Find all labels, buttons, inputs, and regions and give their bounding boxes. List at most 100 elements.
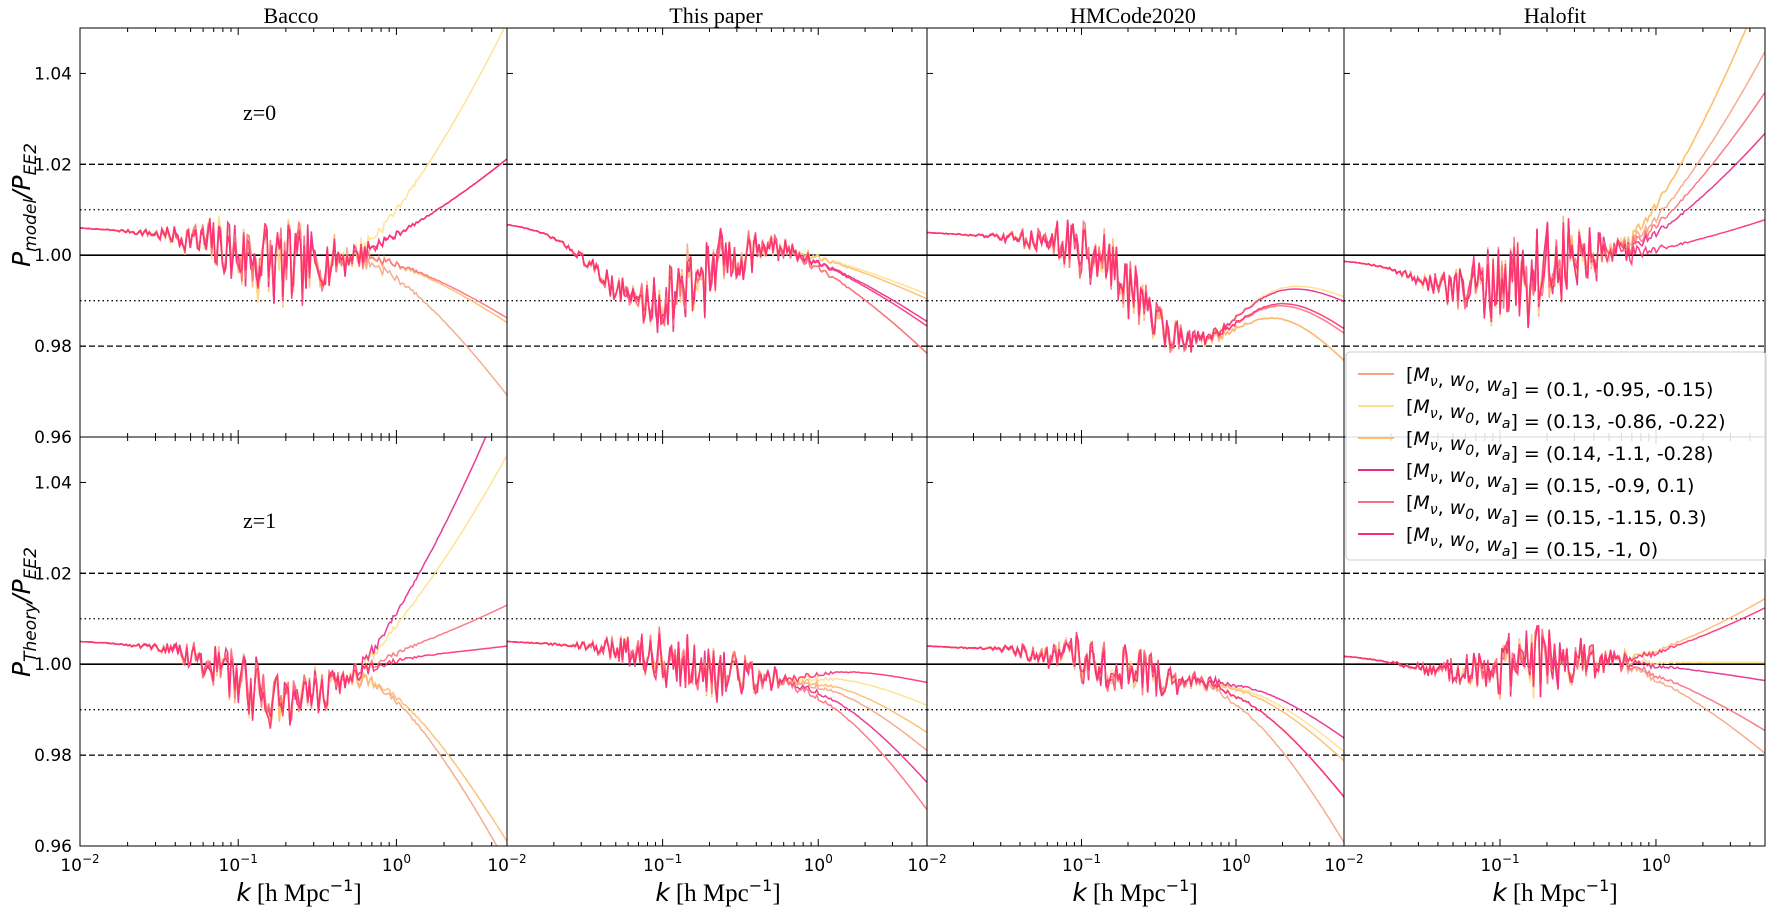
legend-frame [1345,351,1767,561]
xlabel-k: k [655,878,671,907]
series-group [507,223,927,354]
legend-text-part: ] = [1510,379,1545,401]
legend-text-part: w [1450,433,1466,455]
legend-text-part: , [1474,374,1486,396]
series-line-5 [1344,92,1765,328]
x-tick-exponent: 0 [825,852,833,866]
series-group [1344,28,1765,328]
x-tick-label: 100 [1641,852,1670,876]
legend-text-part: w [1486,406,1502,428]
y-tick-label: 1.00 [34,655,72,675]
legend-text-part: ν [1430,470,1438,486]
x-tick-exponent: −2 [82,852,100,866]
legend-text-part: ν [1430,406,1438,422]
series-line-6 [80,640,507,729]
x-tick-label: 10−1 [643,852,682,876]
series-line-1 [80,217,507,396]
x-tick-label: 10−1 [1062,852,1101,876]
series-line-6 [927,219,1344,352]
column-title-this-paper: This paper [669,3,763,28]
legend-text-part: ] = [1510,475,1545,497]
legend-text-part: [ [1406,428,1413,450]
x-tick-label: 100 [382,852,411,876]
legend-text-part: M [1413,460,1429,482]
legend-entry-2: [Mν, w0, wa] = (0.13, -0.86, -0.22) [1406,396,1725,433]
series-line-6 [1344,607,1765,698]
legend-text-part: , [1474,470,1486,492]
series-line-3 [80,640,507,842]
legend-text-part: 0 [1465,475,1474,491]
legend-text-part: [ [1406,460,1413,482]
series-line-1 [507,223,927,354]
series-line-4 [1344,132,1765,328]
legend-text-part: 0 [1465,379,1474,395]
x-tick-base: 10 [382,856,404,876]
x-tick-exponent: −2 [509,852,527,866]
legend-text-part: ν [1430,502,1438,518]
legend-text-part: w [1450,497,1466,519]
x-tick-label: 10−1 [1480,852,1519,876]
legend-text-part: 0 [1465,443,1474,459]
xlabel-exp: −1 [1586,876,1610,895]
x-tick-base: 10 [1480,856,1502,876]
x-tick-exponent: 0 [1663,852,1671,866]
series-group [1344,598,1765,754]
legend-text-part: (0.15, -0.9, 0.1) [1546,475,1695,497]
series-line-3 [507,223,927,332]
series-line-2 [507,223,927,330]
column-title-hmcode2020: HMCode2020 [1070,3,1196,28]
legend-text-part: , [1438,401,1450,423]
legend-text-part: ] = [1510,443,1545,465]
xlabel-col-2: k [h Mpc−1] [655,876,780,907]
panel-grid: 0.98 1.00 1.02 1.04 0.96 0.96 0.98 1.00 1.02 1.04… [34,27,1766,876]
legend-text-part: (0.15, -1.15, 0.3) [1546,507,1707,529]
x-tick-base: 10 [219,856,241,876]
legend-text-part: (0.15, -1, 0) [1546,539,1658,561]
legend-text-part: w [1486,502,1502,524]
panel-halofit-row-1: 10−2 10−1 100 [1324,436,1766,876]
legend-text-part: (0.1, -0.95, -0.15) [1546,379,1714,401]
x-tick-base: 10 [804,856,826,876]
series-group [80,28,507,396]
legend-text-part: w [1486,470,1502,492]
y-tick-label: 0.98 [34,337,72,357]
y-tick-label: 0.98 [34,746,72,766]
xlabel-col-3: k [h Mpc−1] [1072,876,1197,907]
xlabel-k: k [1072,878,1088,907]
legend-text-part: , [1474,502,1486,524]
legend-text-part: a [1502,512,1511,528]
legend-text-part: , [1474,438,1486,460]
legend-text-part: , [1438,465,1450,487]
legend-text-part: [ [1406,524,1413,546]
ylabel-bottom-p: P [7,661,36,677]
x-tick-label: 10−2 [1324,852,1363,876]
legend-entry-5: [Mν, w0, wa] = (0.15, -1.15, 0.3) [1406,492,1707,529]
legend-text-part: ν [1430,438,1438,454]
y-tick-label: 1.02 [34,155,72,175]
legend-text-part: M [1413,428,1429,450]
x-tick-exponent: −1 [240,852,258,866]
panel-frame [79,436,508,847]
legend-text-part: a [1502,384,1511,400]
panel-this-paper-row-1: 10−2 10−1 100 [487,436,928,876]
ylabel-top: Pmodel/PEE2 [7,143,41,267]
xlabel-unit: [h Mpc [676,880,749,907]
legend-entry-3: [Mν, w0, wa] = (0.14, -1.1, -0.28) [1406,428,1713,465]
xlabel-k: k [1492,878,1508,907]
legend-text-part: w [1486,438,1502,460]
x-tick-base: 10 [1641,856,1663,876]
xlabel-unit: [h Mpc [1093,880,1166,907]
xlabel-close: ] [1189,880,1197,907]
legend-text-part: w [1486,534,1502,556]
legend-text-part: a [1502,480,1511,496]
series-line-5 [927,633,1344,798]
column-title-halofit: Halofit [1524,3,1586,28]
series-line-4 [507,635,927,783]
ylabel-bottom-sub2: EE2 [21,547,41,579]
series-group [927,631,1344,843]
legend-text-part: ] = [1510,507,1545,529]
legend: [Mν, w0, wa] = (0.1, -0.95, -0.15)[Mν, w… [1345,351,1767,561]
legend-text-part: a [1502,448,1511,464]
ylabel-top-sub2: EE2 [21,143,41,175]
